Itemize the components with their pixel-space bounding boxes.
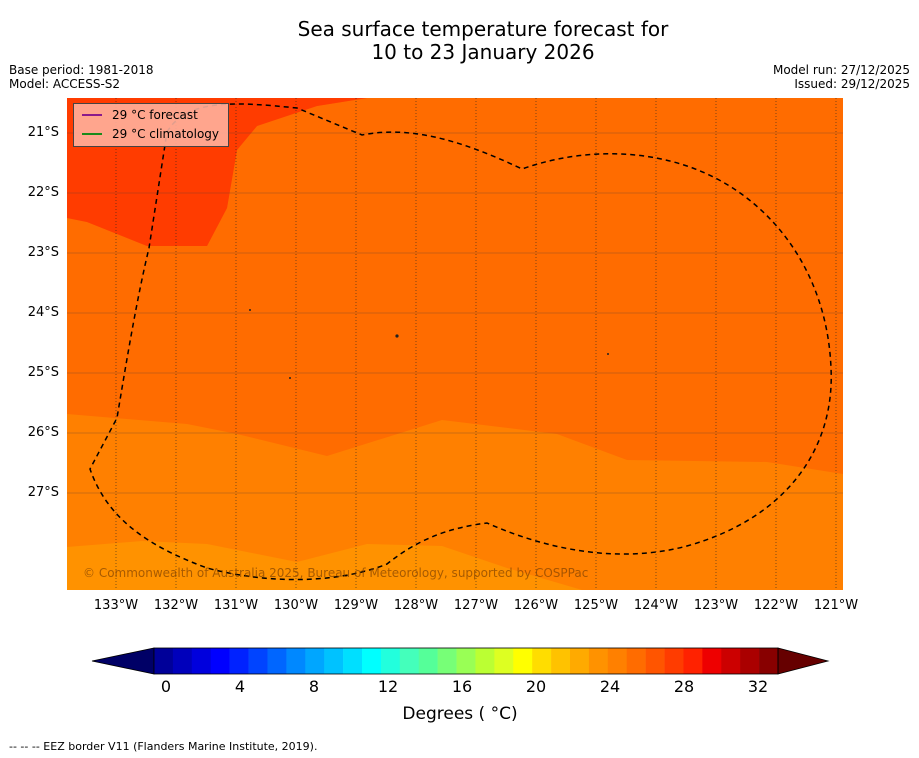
lon-label: 129°W [333, 598, 379, 613]
colorbar-segment [210, 648, 230, 674]
colorbar-segment [702, 648, 722, 674]
lon-label: 133°W [93, 598, 139, 613]
colorbar-segment [513, 648, 533, 674]
colorbar-segment [154, 648, 174, 674]
colorbar-tick-label: 0 [160, 677, 172, 696]
sst-map-svg [67, 98, 843, 590]
colorbar [91, 647, 830, 675]
colorbar-outline [153, 647, 779, 675]
colorbar-segment [626, 648, 646, 674]
colorbar-segment [399, 648, 420, 674]
lat-label: 24°S [27, 305, 59, 320]
lon-label: 124°W [633, 598, 679, 613]
colorbar-segment [494, 648, 514, 674]
colorbar-segment [305, 648, 325, 674]
colorbar-title: Degrees ( °C) [402, 704, 518, 724]
lon-label: 127°W [453, 598, 499, 613]
meta-left: Base period: 1981-2018 Model: ACCESS-S2 [9, 63, 154, 91]
lat-label: 27°S [27, 485, 59, 500]
colorbar-tick-label: 28 [673, 677, 695, 696]
colorbar-segment [437, 648, 457, 674]
colorbar-segment [721, 648, 741, 674]
lat-label: 26°S [27, 425, 59, 440]
colorbar-tick-label: 4 [234, 677, 246, 696]
colorbar-segment [532, 648, 552, 674]
lat-label: 23°S [27, 245, 59, 260]
colorbar-segment [324, 648, 344, 674]
copyright-notice: © Commonwealth of Australia 2025, Bureau… [83, 566, 589, 580]
colorbar-segment [588, 648, 609, 674]
sst-map [67, 98, 843, 590]
colorbar-segment [362, 648, 382, 674]
lon-label: 130°W [273, 598, 319, 613]
colorbar-segment [229, 648, 249, 674]
colorbar-segment [380, 648, 401, 674]
issued-date: Issued: 29/12/2025 [794, 77, 910, 91]
chart-title: Sea surface temperature forecast for 10 … [0, 18, 919, 64]
colorbar-segment [683, 648, 703, 674]
eez-footnote: -- -- -- EEZ border V11 (Flanders Marine… [9, 740, 318, 753]
title-line-1: Sea surface temperature forecast for [297, 17, 669, 41]
colorbar-segment [343, 648, 363, 674]
colorbar-segment [759, 648, 779, 674]
forecast-line-swatch [82, 114, 102, 116]
colorbar-tick-label: 8 [308, 677, 320, 696]
title-line-2: 10 to 23 January 2026 [371, 40, 595, 64]
lon-label: 125°W [573, 598, 619, 613]
lon-label: 121°W [813, 598, 859, 613]
colorbar-tick-label: 20 [525, 677, 547, 696]
lon-label: 128°W [393, 598, 439, 613]
colorbar-segment [267, 648, 287, 674]
colorbar-segment [418, 648, 438, 674]
map-legend: 29 °C forecast 29 °C climatology [73, 103, 229, 147]
lon-label: 126°W [513, 598, 559, 613]
legend-forecast-label: 29 °C forecast [112, 108, 198, 122]
colorbar-segment [645, 648, 665, 674]
colorbar-segment [286, 648, 306, 674]
lon-gridlines [115, 98, 837, 590]
colorbar-segment [191, 648, 212, 674]
colorbar-tick-label: 24 [599, 677, 621, 696]
legend-forecast: 29 °C forecast [82, 107, 198, 123]
colorbar-extend-low [91, 647, 155, 675]
base-period: Base period: 1981-2018 [9, 63, 154, 77]
lat-label: 25°S [27, 365, 59, 380]
lat-label: 22°S [27, 185, 59, 200]
colorbar-segment [456, 648, 476, 674]
legend-climatology-label: 29 °C climatology [112, 127, 220, 141]
lon-label: 122°W [753, 598, 799, 613]
colorbar-segment [551, 648, 571, 674]
eez-border [89, 103, 832, 581]
colorbar-segment [740, 648, 760, 674]
colorbar-segment [607, 648, 628, 674]
meta-right: Model run: 27/12/2025 Issued: 29/12/2025 [773, 63, 910, 91]
colorbar-tick-label: 12 [377, 677, 399, 696]
colorbar-extend-high [777, 647, 830, 675]
legend-climatology: 29 °C climatology [82, 126, 219, 142]
colorbar-segment [172, 648, 193, 674]
lon-label: 123°W [693, 598, 739, 613]
islands [249, 309, 609, 379]
colorbar-tick-label: 16 [451, 677, 473, 696]
lon-label: 131°W [213, 598, 259, 613]
sst-band-27-28 [67, 98, 843, 474]
model-name: Model: ACCESS-S2 [9, 77, 121, 91]
colorbar-tick-label: 32 [747, 677, 769, 696]
colorbar-segment [475, 648, 495, 674]
colorbar-segment [570, 648, 590, 674]
lat-label: 21°S [27, 125, 59, 140]
model-run: Model run: 27/12/2025 [772, 63, 910, 77]
climatology-line-swatch [82, 133, 102, 135]
colorbar-segment [664, 648, 684, 674]
lon-label: 132°W [153, 598, 199, 613]
colorbar-segment [248, 648, 268, 674]
